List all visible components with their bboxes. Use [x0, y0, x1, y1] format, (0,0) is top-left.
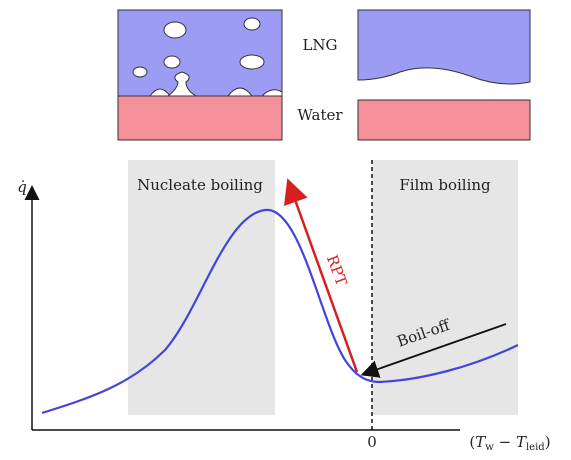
x-zero: 0 — [367, 433, 377, 451]
bubble — [133, 67, 147, 77]
nucleate-illustration — [118, 10, 282, 140]
film-region — [372, 160, 518, 415]
bubble — [244, 18, 260, 30]
boiling-diagram: LNG Water Nucleate boiling Film boiling … — [0, 0, 571, 460]
x-label-part: leid — [526, 442, 545, 453]
lng-label: LNG — [302, 36, 337, 54]
water-label: Water — [297, 106, 343, 124]
bubble — [240, 55, 264, 69]
rpt-label: RPT — [323, 252, 351, 288]
bubble — [164, 56, 180, 68]
x-label-part: − — [494, 433, 516, 451]
x-label-part: ) — [545, 433, 551, 451]
lng-film — [358, 10, 530, 84]
film-label: Film boiling — [399, 176, 491, 194]
water-layer — [358, 100, 530, 140]
bubble — [164, 22, 186, 38]
y-axis-label: q̇ — [17, 178, 27, 196]
x-axis-label: (Tw − Tleid) — [469, 433, 550, 453]
nucleate-label: Nucleate boiling — [137, 176, 263, 194]
water-layer — [118, 96, 282, 140]
